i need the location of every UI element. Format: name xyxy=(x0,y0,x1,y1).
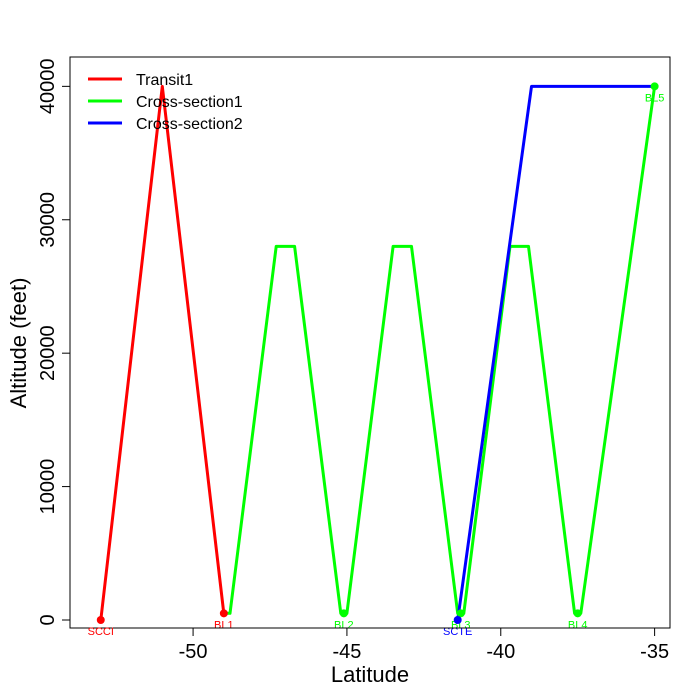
waypoint-marker-bl3 xyxy=(456,609,465,618)
waypoint-marker-bl2 xyxy=(339,609,348,618)
waypoint-marker-scci xyxy=(96,615,105,624)
x-tick-label: -50 xyxy=(179,641,208,663)
legend: Transit1 Cross-section1 Cross-section2 xyxy=(88,72,243,133)
legend-label-cross-section2: Cross-section2 xyxy=(136,116,243,133)
waypoint-marker-bl4 xyxy=(573,609,582,618)
y-tick-label: 10000 xyxy=(37,459,59,515)
waypoint-label-bl5: BL5 xyxy=(645,92,665,104)
y-tick-label: 0 xyxy=(37,614,59,625)
waypoint-label-scci: SCCI xyxy=(88,626,114,638)
y-axis-label: Altitude (feet) xyxy=(6,278,31,409)
series-line-cross-section2 xyxy=(456,84,655,621)
waypoint-label-bl1: BL1 xyxy=(214,619,234,631)
legend-label-cross-section1: Cross-section1 xyxy=(136,94,243,111)
axes-layer: -50 -45 -40 -35 0 10000 20000 30000 40000 xyxy=(37,59,669,663)
x-tick-label: -35 xyxy=(640,641,669,663)
x-tick-label: -45 xyxy=(332,641,361,663)
y-tick-label: 40000 xyxy=(37,59,59,115)
waypoint-label-bl4: BL4 xyxy=(568,619,588,631)
x-axis-label: Latitude xyxy=(331,662,409,687)
waypoint-marker-scte xyxy=(453,615,462,624)
series-line-transit1 xyxy=(99,84,226,621)
x-tick-label: -40 xyxy=(486,641,515,663)
series-layer xyxy=(99,84,657,621)
legend-label-transit1: Transit1 xyxy=(136,72,193,89)
waypoint-label-bl2: BL2 xyxy=(334,619,354,631)
y-tick-label: 30000 xyxy=(37,192,59,248)
plot-frame xyxy=(69,56,671,629)
waypoint-label-scte: SCTE xyxy=(443,626,472,638)
series-line-cross-section1 xyxy=(223,86,657,615)
y-tick-label: 20000 xyxy=(37,325,59,381)
waypoint-marker-bl1 xyxy=(219,609,228,618)
waypoint-marker-bl5 xyxy=(650,82,659,91)
